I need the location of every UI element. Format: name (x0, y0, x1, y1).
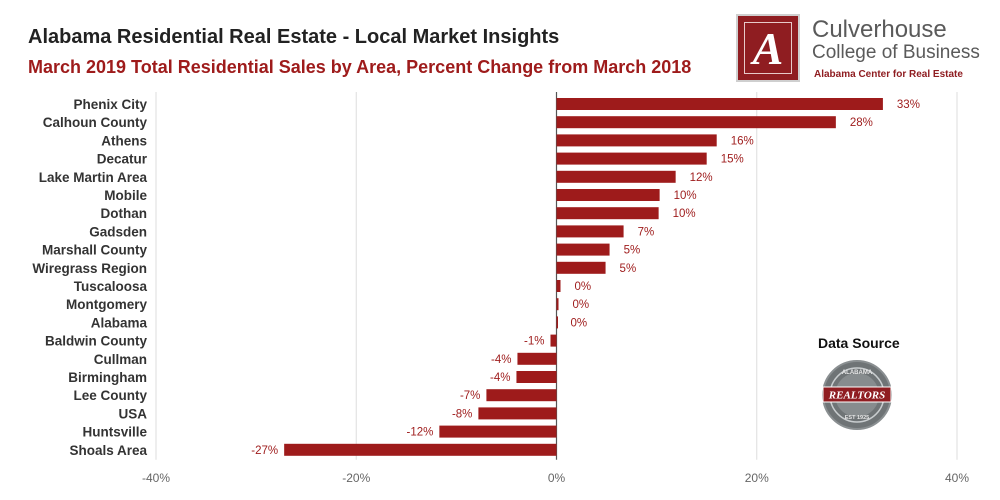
category-label-14: Cullman (94, 352, 147, 367)
value-label-6: 10% (673, 208, 696, 220)
value-labels: 33%28%16%15%12%10%10%7%5%5%0%0%0%-1%-4%-… (251, 99, 920, 457)
category-label-18: Huntsville (82, 425, 147, 440)
value-label-3: 15% (721, 154, 744, 166)
category-label-15: Birmingham (68, 370, 147, 385)
bar-0 (556, 98, 883, 110)
bar-9 (556, 261, 606, 274)
seal-text: REALTORS (828, 390, 885, 402)
logo-letter: A (752, 23, 784, 74)
bar-4 (556, 170, 676, 183)
value-label-19: -27% (251, 445, 278, 457)
value-label-12: 0% (571, 317, 588, 329)
x-tick-labels: -40% -20% 0% 20% 40% (142, 471, 969, 485)
bar-14 (517, 352, 557, 365)
category-label-6: Dothan (101, 206, 148, 221)
category-label-7: Gadsden (89, 224, 147, 239)
category-label-1: Calhoun County (43, 115, 148, 130)
category-label-12: Alabama (91, 315, 148, 330)
category-label-2: Athens (101, 133, 147, 148)
value-label-18: -12% (406, 427, 433, 439)
value-label-5: 10% (674, 190, 697, 202)
category-label-16: Lee County (73, 388, 147, 403)
category-label-19: Shoals Area (69, 443, 147, 458)
value-label-16: -7% (460, 390, 480, 402)
x-tick-label-0: -40% (142, 471, 170, 485)
bar-2 (556, 134, 717, 147)
value-label-11: 0% (573, 299, 590, 311)
bar-17 (478, 407, 557, 420)
category-label-8: Marshall County (42, 243, 148, 258)
bar-13 (550, 334, 557, 347)
bar-5 (556, 189, 660, 201)
category-label-13: Baldwin County (45, 334, 147, 349)
x-tick-label-4: 40% (945, 471, 969, 485)
realtors-seal-icon: ALABAMA REALTORS EST 1925 (822, 360, 892, 430)
value-label-7: 7% (638, 226, 655, 238)
value-label-15: -4% (490, 372, 510, 384)
category-label-3: Decatur (97, 152, 148, 167)
category-label-5: Mobile (104, 188, 147, 203)
logo-name-line2: College of Business (812, 42, 980, 63)
category-label-9: Wiregrass Region (32, 261, 147, 276)
culverhouse-logo: A Culverhouse College of Business Alabam… (736, 14, 991, 86)
bar-15 (516, 371, 557, 383)
value-label-17: -8% (452, 408, 472, 420)
value-label-1: 28% (850, 117, 873, 129)
x-tick-label-3: 20% (745, 471, 769, 485)
value-label-0: 33% (897, 99, 920, 111)
category-label-0: Phenix City (73, 97, 147, 112)
seal-bottom-text: EST 1925 (845, 415, 869, 421)
data-source-label: Data Source (818, 335, 900, 351)
value-label-4: 12% (690, 172, 713, 184)
category-label-4: Lake Martin Area (39, 170, 148, 185)
logo-name-line1: Culverhouse (812, 16, 947, 43)
value-label-13: -1% (524, 336, 544, 348)
bar-6 (556, 207, 659, 220)
category-label-11: Montgomery (66, 297, 147, 312)
bar-1 (556, 116, 836, 129)
category-label-10: Tuscaloosa (74, 279, 148, 294)
value-label-10: 0% (575, 281, 592, 293)
bar-11 (556, 298, 559, 311)
bars (284, 98, 883, 456)
value-label-8: 5% (624, 245, 641, 257)
bar-8 (556, 243, 610, 256)
bar-16 (486, 389, 557, 402)
bar-10 (556, 280, 561, 292)
bar-18 (439, 425, 557, 438)
chart-subtitle: March 2019 Total Residential Sales by Ar… (28, 57, 692, 77)
logo-name-line3: Alabama Center for Real Estate (814, 69, 963, 80)
chart-title: Alabama Residential Real Estate - Local … (28, 26, 560, 48)
category-labels: Phenix City Calhoun County Athens Decatur La… (32, 97, 147, 458)
x-tick-label-2: 0% (548, 471, 566, 485)
x-tick-label-1: -20% (342, 471, 370, 485)
grid-lines (155, 92, 958, 460)
bar-7 (556, 225, 624, 238)
bar-19 (284, 443, 557, 456)
value-label-2: 16% (731, 135, 754, 147)
bar-3 (556, 152, 707, 165)
bar-12 (556, 316, 558, 329)
category-label-17: USA (118, 406, 147, 421)
value-label-9: 5% (620, 263, 637, 275)
seal-top-text: ALABAMA (842, 370, 873, 376)
value-label-14: -4% (491, 354, 511, 366)
alabama-a-logo-icon: A (736, 14, 800, 82)
